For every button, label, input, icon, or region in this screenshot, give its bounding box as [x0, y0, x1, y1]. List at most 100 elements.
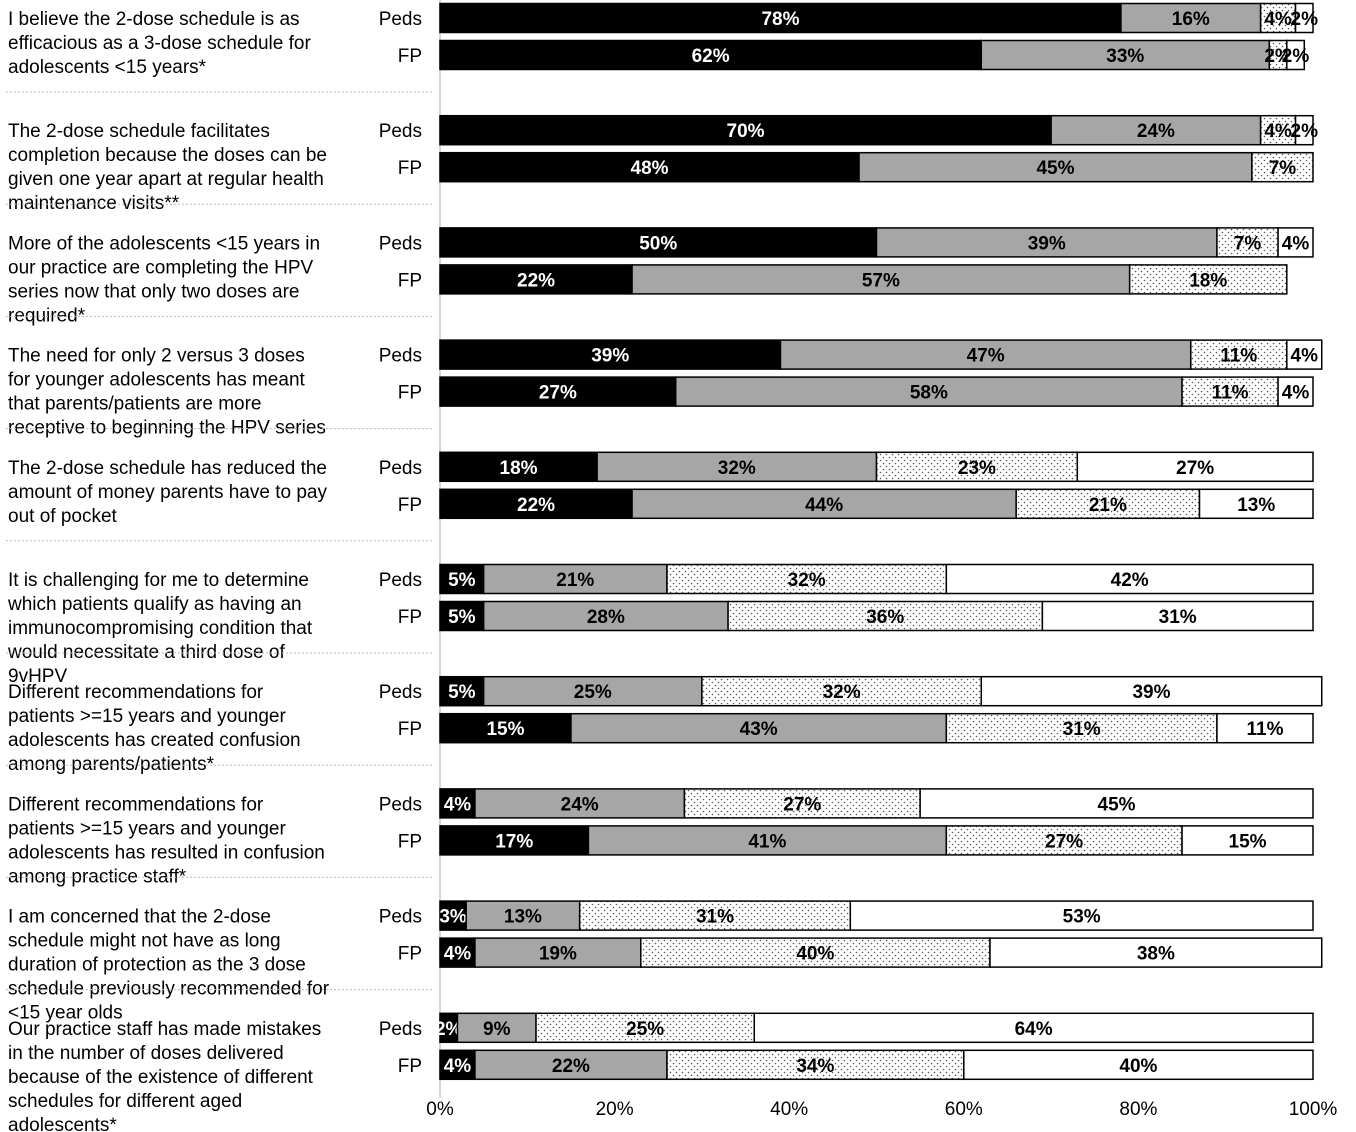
data-label: 39%	[591, 346, 629, 367]
data-label: 4%	[444, 794, 472, 815]
bar-segment	[439, 600, 485, 632]
bar-segment	[482, 675, 703, 707]
data-label: 28%	[587, 607, 625, 628]
data-label: 11%	[1212, 383, 1249, 404]
data-label: 42%	[1111, 570, 1149, 591]
data-label: 4%	[1282, 383, 1310, 404]
group-label-fp: FP	[398, 719, 422, 740]
data-label: 4%	[1282, 233, 1310, 254]
data-label: 32%	[788, 570, 826, 591]
bar-segment	[578, 900, 852, 931]
bar-segment	[945, 825, 1183, 856]
group-label-fp: FP	[398, 270, 422, 291]
group-label-peds: Peds	[379, 233, 422, 254]
statement-label: It is challenging for me to determine whi…	[7, 570, 313, 687]
bar-segment	[1181, 825, 1314, 856]
group-label-peds: Peds	[379, 907, 422, 928]
data-label: 4%	[1291, 346, 1319, 367]
group-label-fp: FP	[398, 607, 422, 628]
data-label: 18%	[1189, 270, 1227, 291]
bar-segment	[474, 937, 642, 968]
data-label: 31%	[696, 907, 734, 928]
bar-segment	[482, 600, 729, 632]
data-label: 27%	[783, 794, 821, 815]
group-label-fp: FP	[398, 158, 422, 179]
bar-segment	[919, 788, 1314, 819]
data-label: 15%	[1229, 831, 1267, 852]
bar-segment	[683, 788, 921, 819]
data-label: 4%	[1264, 9, 1292, 30]
x-axis: 0% 20% 40% 60% 80% 100%	[426, 1099, 1337, 1120]
data-label: 24%	[561, 794, 599, 815]
group-label-peds: Peds	[379, 794, 422, 815]
bar-segment	[858, 151, 1253, 183]
statement-label: Different recommendations for patients >=…	[8, 794, 325, 887]
data-label: 22%	[517, 270, 555, 291]
data-label: 9%	[483, 1019, 511, 1040]
bar-segment	[439, 376, 677, 407]
data-label: 62%	[692, 46, 730, 67]
data-label: 24%	[1137, 121, 1175, 142]
data-label: 13%	[504, 907, 542, 928]
bar-segment	[945, 563, 1314, 595]
group-label-peds: Peds	[379, 682, 422, 703]
data-label: 78%	[761, 9, 799, 30]
bar-segment	[1120, 2, 1262, 34]
data-label: 18%	[500, 458, 538, 479]
data-label: 39%	[1028, 233, 1066, 254]
bar-segment	[1198, 488, 1314, 520]
statement-label: The 2-dose schedule facilitates completio…	[8, 121, 327, 214]
x-tick-label: 60%	[945, 1099, 983, 1120]
bar-segment	[1128, 264, 1288, 295]
bar-segment	[1076, 451, 1314, 483]
bar-segment	[980, 39, 1271, 71]
data-label: 22%	[517, 495, 555, 516]
bar-segment	[753, 1012, 1314, 1044]
bar-segment	[701, 675, 983, 707]
bar-segment	[666, 563, 948, 595]
bar-segment	[439, 39, 983, 71]
statement-row: The 2-dose schedule has reduced the amoun…	[6, 451, 1314, 542]
bar-segment	[439, 563, 485, 595]
bar-segment	[1216, 227, 1279, 258]
bar-segment	[439, 2, 1122, 34]
data-label: 4%	[444, 1056, 472, 1077]
data-label: 64%	[1015, 1019, 1053, 1040]
data-label: 36%	[866, 607, 904, 628]
statement-label: I am concerned that the 2-dose schedule m…	[8, 907, 330, 1024]
bar-segment	[439, 1049, 476, 1081]
data-label: 4%	[444, 944, 472, 965]
bar-segment	[535, 1012, 756, 1044]
data-label: 23%	[958, 458, 996, 479]
bar-segment	[1286, 39, 1306, 71]
data-label: 32%	[823, 682, 861, 703]
bar-segment	[963, 1049, 1314, 1081]
data-label: 32%	[718, 458, 756, 479]
bar-segment	[727, 600, 1044, 632]
bar-segment	[474, 1049, 668, 1081]
data-label: 7%	[1269, 158, 1297, 179]
data-label: 31%	[1159, 607, 1197, 628]
data-label: 27%	[539, 383, 577, 404]
statement-row: I believe the 2-dose schedule is as effic…	[6, 2, 1319, 93]
group-label-peds: Peds	[379, 346, 422, 367]
bar-segment	[631, 264, 1131, 295]
group-label-peds: Peds	[379, 458, 422, 479]
data-label: 2%	[1291, 9, 1319, 30]
bar-segment	[1277, 227, 1314, 258]
bar-segment	[456, 1012, 537, 1044]
group-label-fp: FP	[398, 944, 422, 965]
data-label: 22%	[552, 1056, 590, 1077]
data-label: 5%	[448, 607, 476, 628]
data-label: 7%	[1234, 233, 1262, 254]
bar-segment	[1286, 339, 1323, 370]
statement-label: The 2-dose schedule has reduced the amoun…	[8, 458, 327, 527]
group-label-fp: FP	[398, 383, 422, 404]
x-tick-label: 80%	[1119, 1099, 1157, 1120]
group-label-fp: FP	[398, 495, 422, 516]
x-tick-label: 100%	[1289, 1099, 1338, 1120]
data-label: 45%	[1036, 158, 1074, 179]
bar-segment	[1294, 2, 1314, 34]
bar-segment	[482, 563, 668, 595]
bar-segment	[989, 937, 1323, 968]
